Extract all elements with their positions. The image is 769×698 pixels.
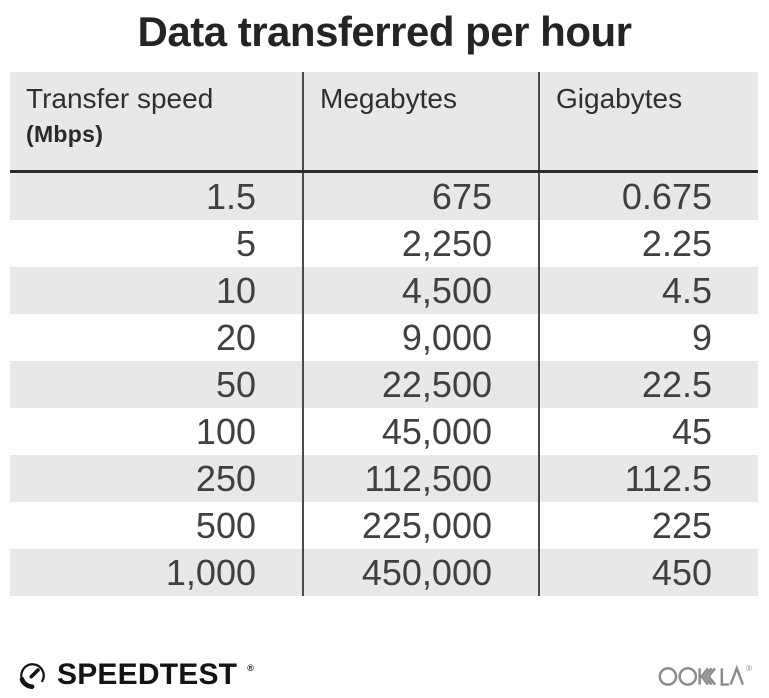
header-gigabytes: Gigabytes [538,72,758,173]
table-row: 50 22,500 22.5 [10,361,758,408]
speedtest-gauge-icon [19,662,45,689]
megabytes-cell: 225,000 [302,502,539,549]
gigabytes-cell: 450 [538,549,758,596]
gigabytes-cell: 2.25 [538,220,758,267]
megabytes-cell: 4,500 [302,267,539,314]
transfer-speed-label: Transfer speed [26,83,214,114]
speed-cell: 20 [215,316,256,358]
table-row: 5 2,250 2.25 [10,220,758,267]
table-body: 1.5 675 0.675 5 2,250 2.25 10 4,500 4.5 [10,171,758,596]
gigabytes-cell: 0.675 [538,171,758,220]
footer: SPEEDTEST ® ® [17,657,752,693]
table-row: 100 45,000 45 [10,408,758,455]
megabytes-cell: 675 [302,171,539,220]
speed-cell: 5 [235,222,256,264]
ookla-logo: ® [658,664,752,687]
table-row: 500 225,000 225 [10,502,758,549]
header-row: Transfer speed (Mbps) Megabytes Gigabyte… [10,72,758,173]
speed-cell: 1.5 [10,171,303,220]
table-row: 250 112,500 112.5 [10,455,758,502]
table-row: 10 4,500 4.5 [10,267,758,314]
table-row: 1,000 450,000 450 [10,549,758,596]
mbps-unit-label: (Mbps) [26,120,104,147]
speedtest-logo: SPEEDTEST ® [17,660,254,691]
speed-cell: 1,000 [10,549,303,596]
page-title: Data transferred per hour [137,8,632,55]
speedtest-registered-mark: ® [247,662,254,673]
gigabytes-cell: 9 [538,314,758,361]
megabytes-cell: 9,000 [302,314,539,361]
megabytes-cell: 450,000 [302,549,539,596]
speed-cell: 50 [10,361,303,408]
megabytes-cell: 22,500 [302,361,539,408]
speed-cell: 500 [195,504,256,546]
ookla-wordmark-icon [658,664,745,686]
gigabytes-cell: 112.5 [538,455,758,502]
ookla-registered-mark: ® [746,663,752,673]
gigabytes-cell: 45 [538,408,758,455]
megabytes-cell: 45,000 [302,408,539,455]
data-transfer-table: Transfer speed (Mbps) Megabytes Gigabyte… [10,72,758,596]
header-megabytes: Megabytes [302,72,539,173]
gigabytes-cell: 22.5 [538,361,758,408]
table-row: 20 9,000 9 [10,314,758,361]
speed-cell: 100 [195,410,256,452]
megabytes-cell: 2,250 [302,220,539,267]
gigabytes-cell: 4.5 [538,267,758,314]
speed-cell: 250 [10,455,303,502]
table-row: 1.5 675 0.675 [10,171,758,220]
megabytes-cell: 112,500 [302,455,539,502]
gigabytes-cell: 225 [538,502,758,549]
speedtest-wordmark: SPEEDTEST [57,658,238,691]
speed-cell: 10 [10,267,303,314]
header-transfer-speed: Transfer speed (Mbps) [10,72,303,173]
table-header: Transfer speed (Mbps) Megabytes Gigabyte… [10,72,758,173]
